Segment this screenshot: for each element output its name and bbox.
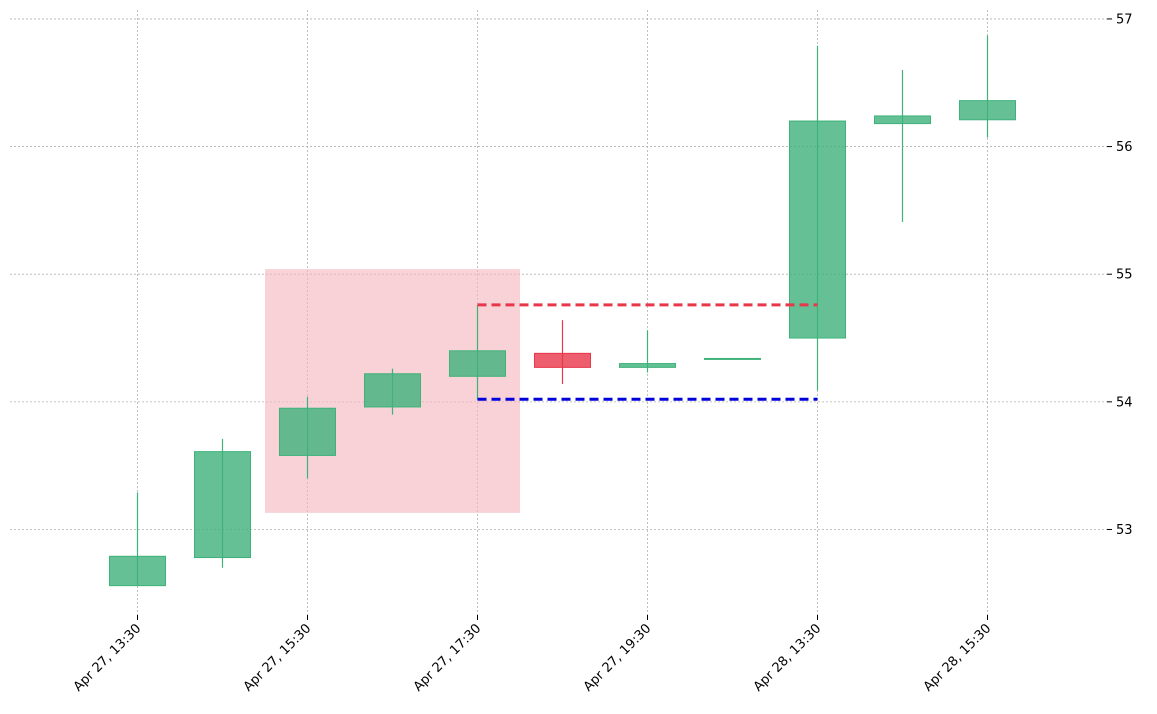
candle-body	[364, 373, 421, 408]
x-tick-label: Apr 28, 13:30	[751, 621, 824, 694]
y-tick-label: 53	[1116, 523, 1133, 538]
x-tick-label: Apr 28, 15:30	[921, 621, 994, 694]
candle-body	[279, 407, 336, 456]
candle-body	[619, 363, 676, 368]
y-tick-label: 56	[1116, 140, 1133, 155]
x-tick-label: Apr 27, 15:30	[241, 621, 314, 694]
candle-layer	[109, 35, 1016, 587]
candle-body	[534, 352, 591, 368]
candle-body	[704, 357, 761, 360]
x-tick-label: Apr 27, 13:30	[71, 621, 144, 694]
y-tick-label: 57	[1116, 12, 1133, 27]
y-tick-label: 54	[1116, 395, 1133, 410]
candle-body	[194, 451, 251, 559]
candle-body	[959, 100, 1016, 121]
level-lines-layer	[477, 303, 818, 401]
x-tick-label: Apr 27, 17:30	[411, 621, 484, 694]
candle-body	[109, 555, 166, 587]
y-tick-label: 55	[1116, 268, 1133, 283]
candle-body	[874, 115, 931, 125]
grid-layer	[10, 10, 1107, 615]
candle-body	[789, 120, 846, 339]
x-tick-label: Apr 27, 19:30	[581, 621, 654, 694]
candle-body	[449, 350, 506, 377]
